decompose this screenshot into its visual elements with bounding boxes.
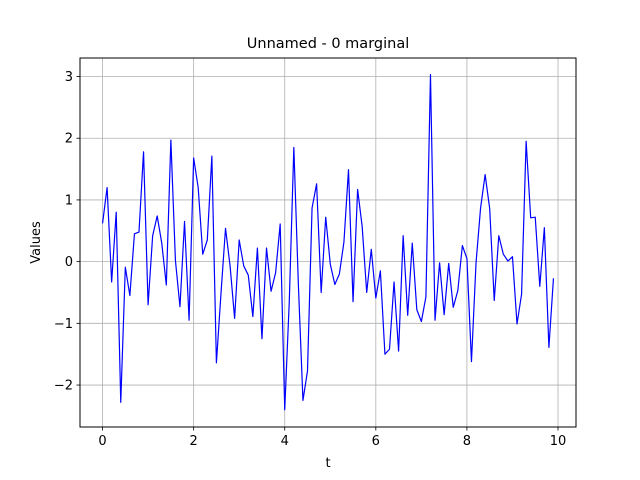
x-tick-label: 2 [189,434,197,449]
series-line [101,74,555,411]
x-tick-label: 6 [372,434,380,449]
chart-title: Unnamed - 0 marginal [247,36,409,52]
y-tick-label: 1 [65,193,73,208]
x-tick-label: 4 [281,434,289,449]
x-tick-label: 10 [550,434,567,449]
y-tick-label: −2 [54,379,73,394]
y-tick-label: 2 [65,132,73,147]
y-tick-label: 3 [65,70,73,85]
y-tick-label: 0 [65,255,73,270]
plot-frame [79,57,577,428]
line-layer [101,74,555,411]
y-tick-label: −1 [54,317,73,332]
x-tick-label: 8 [463,434,471,449]
tick-layer: 0 2 4 6 8 10 −2 −1 0 1 2 3 [54,70,566,449]
grid-layer [80,58,576,427]
x-axis-label: t [325,456,330,471]
y-axis-label: Values [29,221,44,264]
x-tick-label: 0 [98,434,106,449]
